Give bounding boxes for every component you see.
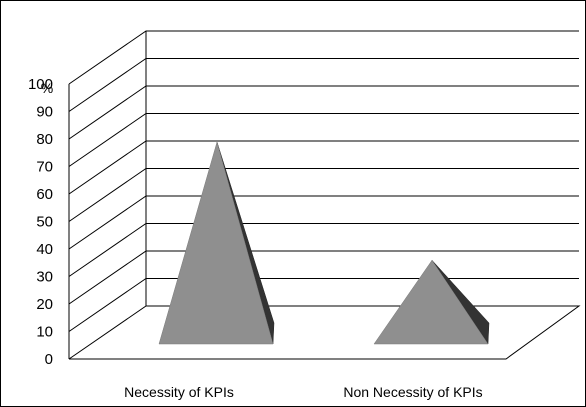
y-axis-ticks: 0 10 20 30 40 50 60 70 80 90 100	[28, 76, 53, 368]
pyramid-front-face	[158, 141, 274, 345]
pyramid-mark-0	[158, 141, 275, 345]
y-tick-label-90: 90	[36, 104, 53, 121]
y-axis-unit: %	[41, 80, 53, 96]
y-tick-label-50: 50	[36, 214, 53, 231]
x-axis-categories: Necessity of KPIs Non Necessity of KPIs	[124, 384, 482, 400]
y-tick-label-60: 60	[36, 186, 53, 203]
y-tick-label-20: 20	[36, 296, 53, 313]
y-tick-label-30: 30	[36, 269, 53, 286]
pyramid-front-face	[373, 259, 489, 345]
x-category-label-0: Necessity of KPIs	[124, 384, 234, 400]
y-tick-label-70: 70	[36, 159, 53, 176]
y-tick-label-100: 100	[28, 76, 53, 93]
chart-floor	[68, 305, 581, 360]
y-tick-label-40: 40	[36, 241, 53, 258]
chart-pyramids	[158, 141, 490, 345]
x-category-label-1: Non Necessity of KPIs	[343, 384, 482, 400]
chart-gridlines	[68, 30, 581, 360]
pyramid-mark-1	[373, 259, 490, 345]
y-tick-label-0: 0	[45, 351, 53, 368]
y-tick-label-10: 10	[36, 324, 53, 341]
y-tick-label-80: 80	[36, 131, 53, 148]
